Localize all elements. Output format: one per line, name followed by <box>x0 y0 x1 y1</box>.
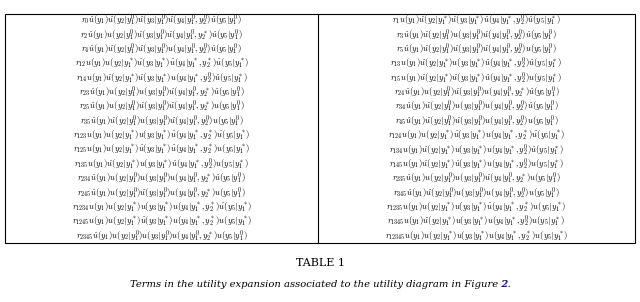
Text: $r_{12}u(y_1)u(y_2|y_1^*)\hat{u}(y_3|y_1^*)\hat{u}(y_4|y_1^*,y_2^*)\hat{u}(y_5|y: $r_{12}u(y_1)u(y_2|y_1^*)\hat{u}(y_3|y_1… <box>74 57 249 70</box>
Text: $r_{235}\hat{u}(y_1)u(y_2|y_1^0)u(y_3|y_1^0)\hat{u}(y_4|y_1^0,y_2^*)u(y_5|y_1^0): $r_{235}\hat{u}(y_1)u(y_2|y_1^0)u(y_3|y_… <box>392 171 561 186</box>
Text: $r_4\hat{u}(y_1)\hat{u}(y_2|y_1^0)\hat{u}(y_3|y_1^0)u(y_4|y_1^0,y_2^0)\hat{u}(y_: $r_4\hat{u}(y_1)\hat{u}(y_2|y_1^0)\hat{u… <box>81 42 242 57</box>
Text: $r_{1245}u(y_1)u(y_2|y_1^*)\hat{u}(y_3|y_1^*)u(y_4|y_1^*,y_2^*)u(y_5|y_1^*)$: $r_{1245}u(y_1)u(y_2|y_1^*)\hat{u}(y_3|y… <box>72 215 252 228</box>
Text: $r_{124}u(y_1)u(y_2|y_1^*)\hat{u}(y_3|y_1^*)u(y_4|y_1^*,y_2^*)\hat{u}(y_5|y_1^*): $r_{124}u(y_1)u(y_2|y_1^*)\hat{u}(y_3|y_… <box>388 129 565 142</box>
Text: $r_{245}\hat{u}(y_1)u(y_2|y_1^0)\hat{u}(y_3|y_1^0)u(y_4|y_1^0,y_2^*)u(y_5|y_1^0): $r_{245}\hat{u}(y_1)u(y_2|y_1^0)\hat{u}(… <box>77 185 246 201</box>
Text: $r_{2345}\hat{u}(y_1)u(y_2|y_1^0)u(y_3|y_1^0)u(y_4|y_1^0,y_2^*)u(y_5|y_1^0)$: $r_{2345}\hat{u}(y_1)u(y_2|y_1^0)u(y_3|y… <box>76 228 248 244</box>
Text: $r_{15}u(y_1)\hat{u}(y_2|y_1^*)\hat{u}(y_3|y_1^*)\hat{u}(y_4|y_1^*,y_2^0)u(y_5|y: $r_{15}u(y_1)\hat{u}(y_2|y_1^*)\hat{u}(y… <box>390 70 563 86</box>
Text: $r_{45}\hat{u}(y_1)\hat{u}(y_2|y_1^0)\hat{u}(y_3|y_1^0)u(y_4|y_1^0,y_2^0)u(y_5|y: $r_{45}\hat{u}(y_1)\hat{u}(y_2|y_1^0)\ha… <box>395 114 558 129</box>
Text: $r_1u(y_1)\hat{u}(y_2|y_1^*)\hat{u}(y_3|y_1^*)\hat{u}(y_4|y_1^*,y_2^0)\hat{u}(y_: $r_1u(y_1)\hat{u}(y_2|y_1^*)\hat{u}(y_3|… <box>392 13 561 28</box>
Text: $r_{1345}u(y_1)\hat{u}(y_2|y_1^*)u(y_3|y_1^*)u(y_4|y_1^*,y_2^0)u(y_5|y_1^*)$: $r_{1345}u(y_1)\hat{u}(y_2|y_1^*)u(y_3|y… <box>387 214 566 229</box>
Text: $r_{125}u(y_1)u(y_2|y_1^*)\hat{u}(y_3|y_1^*)\hat{u}(y_4|y_1^*,y_2^*)u(y_5|y_1^*): $r_{125}u(y_1)u(y_2|y_1^*)\hat{u}(y_3|y_… <box>73 143 250 156</box>
Text: $r_{25}\hat{u}(y_1)u(y_2|y_1^0)\hat{u}(y_3|y_1^0)\hat{u}(y_4|y_1^0,y_2^*)u(y_5|y: $r_{25}\hat{u}(y_1)u(y_2|y_1^0)\hat{u}(y… <box>79 99 244 114</box>
Text: $r_{345}\hat{u}(y_1)\hat{u}(y_2|y_1^0)u(y_3|y_1^0)u(y_4|y_1^0,y_2^0)u(y_5|y_1^0): $r_{345}\hat{u}(y_1)\hat{u}(y_2|y_1^0)u(… <box>393 185 560 201</box>
Text: $r_2\hat{u}(y_1)u(y_2|y_1^0)\hat{u}(y_3|y_1^0)\hat{u}(y_4|y_1^0,y_2^*)\hat{u}(y_: $r_2\hat{u}(y_1)u(y_2|y_1^0)\hat{u}(y_3|… <box>80 27 243 43</box>
Text: $r_{13}u(y_1)\hat{u}(y_2|y_1^*)u(y_3|y_1^*)\hat{u}(y_4|y_1^*,y_2^0)\hat{u}(y_5|y: $r_{13}u(y_1)\hat{u}(y_2|y_1^*)u(y_3|y_1… <box>390 56 563 72</box>
Text: $r_{23}\hat{u}(y_1)u(y_2|y_1^0)u(y_3|y_1^0)\hat{u}(y_4|y_1^0,y_2^*)\hat{u}(y_5|y: $r_{23}\hat{u}(y_1)u(y_2|y_1^0)u(y_3|y_1… <box>79 85 244 100</box>
Text: Terms in the utility expansion associated to the utility diagram in Figure 2.: Terms in the utility expansion associate… <box>130 280 510 289</box>
Text: $r_{34}\hat{u}(y_1)\hat{u}(y_2|y_1^0)u(y_3|y_1^0)u(y_4|y_1^0,y_2^0)\hat{u}(y_5|y: $r_{34}\hat{u}(y_1)\hat{u}(y_2|y_1^0)u(y… <box>395 99 558 114</box>
Text: $r_{24}\hat{u}(y_1)u(y_2|y_1^0)\hat{u}(y_3|y_1^0)u(y_4|y_1^0,y_2^*)\hat{u}(y_5|y: $r_{24}\hat{u}(y_1)u(y_2|y_1^0)\hat{u}(y… <box>394 85 559 100</box>
Text: $r_{1234}u(y_1)u(y_2|y_1^*)u(y_3|y_1^*)u(y_4|y_1^*,y_2^*)\hat{u}(y_5|y_1^*)$: $r_{1234}u(y_1)u(y_2|y_1^*)u(y_3|y_1^*)u… <box>72 201 252 214</box>
Text: $r_{12345}u(y_1)u(y_2|y_1^*)u(y_3|y_1^*)u(y_4|y_1^*,y_2^*)u(y_5|y_1^*)$: $r_{12345}u(y_1)u(y_2|y_1^*)u(y_3|y_1^*)… <box>385 229 568 243</box>
Text: $r_0\hat{u}(y_1)\hat{u}(y_2|y_1^0)\hat{u}(y_3|y_1^0)\hat{u}(y_4|y_1^0,y_2^0)\hat: $r_0\hat{u}(y_1)\hat{u}(y_2|y_1^0)\hat{u… <box>81 13 242 28</box>
Bar <box>5 14 635 243</box>
Text: $r_{145}u(y_1)\hat{u}(y_2|y_1^*)\hat{u}(y_3|y_1^*)u(y_4|y_1^*,y_2^0)u(y_5|y_1^*): $r_{145}u(y_1)\hat{u}(y_2|y_1^*)\hat{u}(… <box>389 156 564 172</box>
Text: TABLE 1: TABLE 1 <box>296 258 344 268</box>
Text: $r_{35}\hat{u}(y_1)\hat{u}(y_2|y_1^0)u(y_3|y_1^0)\hat{u}(y_4|y_1^0,y_2^0)u(y_5|y: $r_{35}\hat{u}(y_1)\hat{u}(y_2|y_1^0)u(y… <box>80 114 243 129</box>
Text: $r_5\hat{u}(y_1)\hat{u}(y_2|y_1^0)\hat{u}(y_3|y_1^0)\hat{u}(y_4|y_1^0,y_2^0)u(y_: $r_5\hat{u}(y_1)\hat{u}(y_2|y_1^0)\hat{u… <box>396 42 557 57</box>
Text: $r_{134}u(y_1)\hat{u}(y_2|y_1^*)u(y_3|y_1^*)u(y_4|y_1^*,y_2^0)\hat{u}(y_5|y_1^*): $r_{134}u(y_1)\hat{u}(y_2|y_1^*)u(y_3|y_… <box>389 142 564 158</box>
Text: Terms in the utility expansion associated to the utility diagram in Figure 2.: Terms in the utility expansion associate… <box>130 280 510 289</box>
Text: $r_{14}u(y_1)\hat{u}(y_2|y_1^*)\hat{u}(y_3|y_1^*)u(y_4|y_1^*,y_2^0)\hat{u}(y_5|y: $r_{14}u(y_1)\hat{u}(y_2|y_1^*)\hat{u}(y… <box>76 70 248 86</box>
Text: $r_{135}u(y_1)\hat{u}(y_2|y_1^*)u(y_3|y_1^*)\hat{u}(y_4|y_1^*,y_2^0)u(y_5|y_1^*): $r_{135}u(y_1)\hat{u}(y_2|y_1^*)u(y_3|y_… <box>74 156 249 172</box>
Text: $r_{234}\hat{u}(y_1)u(y_2|y_1^0)u(y_3|y_1^0)u(y_4|y_1^0,y_2^*)\hat{u}(y_5|y_1^0): $r_{234}\hat{u}(y_1)u(y_2|y_1^0)u(y_3|y_… <box>77 171 246 186</box>
Text: 2: 2 <box>501 280 508 289</box>
Text: $r_3\hat{u}(y_1)\hat{u}(y_2|y_1^0)u(y_3|y_1^0)\hat{u}(y_4|y_1^0,y_2^0)\hat{u}(y_: $r_3\hat{u}(y_1)\hat{u}(y_2|y_1^0)u(y_3|… <box>396 27 557 43</box>
Text: $r_{123}u(y_1)u(y_2|y_1^*)u(y_3|y_1^*)\hat{u}(y_4|y_1^*,y_2^*)\hat{u}(y_5|y_1^*): $r_{123}u(y_1)u(y_2|y_1^*)u(y_3|y_1^*)\h… <box>73 129 250 142</box>
Text: $r_{1235}u(y_1)u(y_2|y_1^*)u(y_3|y_1^*)\hat{u}(y_4|y_1^*,y_2^*)u(y_5|y_1^*)$: $r_{1235}u(y_1)u(y_2|y_1^*)u(y_3|y_1^*)\… <box>387 201 566 214</box>
